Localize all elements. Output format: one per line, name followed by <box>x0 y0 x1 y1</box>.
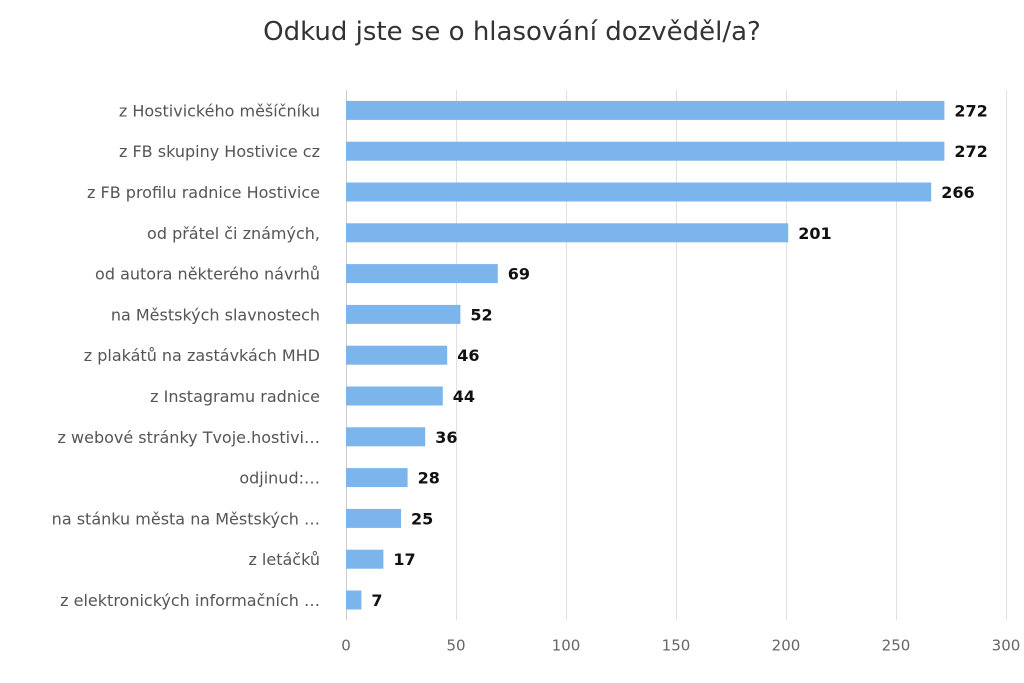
category-label: odjinud:… <box>239 469 320 488</box>
data-label: 36 <box>435 428 457 447</box>
x-tick-label: 200 <box>772 636 801 654</box>
data-label: 7 <box>371 591 382 610</box>
bar[interactable] <box>346 427 426 447</box>
x-tick-label: 100 <box>552 636 581 654</box>
data-label: 25 <box>411 509 433 528</box>
bar[interactable] <box>346 304 461 324</box>
category-label: od přátel či známých, <box>147 224 320 243</box>
data-label: 272 <box>954 101 987 120</box>
bar[interactable] <box>346 141 945 161</box>
data-labels: 272 272 266 201 69 52 46 44 36 28 25 17 7 <box>371 101 987 610</box>
category-label: z webové stránky Tvoje.hostivi… <box>58 428 320 447</box>
data-label: 266 <box>941 183 974 202</box>
data-label: 69 <box>508 265 530 284</box>
data-label: 52 <box>470 305 492 324</box>
x-tick-label: 250 <box>882 636 911 654</box>
x-tick-label: 300 <box>992 636 1021 654</box>
category-label: na stánku města na Městských … <box>52 509 320 528</box>
category-label: z FB skupiny Hostivice cz <box>119 142 320 161</box>
bar[interactable] <box>346 508 401 528</box>
data-label: 46 <box>457 346 479 365</box>
category-label: od autora některého návrhů <box>95 265 320 284</box>
chart-title: Odkud jste se o hlasování dozvěděl/a? <box>263 17 761 47</box>
data-label: 44 <box>453 387 475 406</box>
data-label: 28 <box>418 469 440 488</box>
bars <box>346 100 945 610</box>
bar[interactable] <box>346 345 448 365</box>
category-label: z plakátů na zastávkách MHD <box>84 346 320 365</box>
bar[interactable] <box>346 182 932 202</box>
x-tick-label: 0 <box>341 636 351 654</box>
x-tick-label: 50 <box>446 636 465 654</box>
category-label: na Městských slavnostech <box>111 305 320 324</box>
x-tick-label: 150 <box>662 636 691 654</box>
x-axis-tick-labels: 0 50 100 150 200 250 300 <box>341 636 1020 654</box>
category-label: z elektronických informačních … <box>60 591 320 610</box>
gridlines <box>346 90 1007 621</box>
bar[interactable] <box>346 468 408 488</box>
bar[interactable] <box>346 386 443 406</box>
category-label: z FB profilu radnice Hostivice <box>87 183 320 202</box>
bar[interactable] <box>346 590 362 610</box>
data-label: 201 <box>798 224 831 243</box>
category-label: z Instagramu radnice <box>150 387 320 406</box>
data-label: 17 <box>393 550 415 569</box>
bar[interactable] <box>346 100 945 120</box>
bar[interactable] <box>346 264 498 284</box>
category-label: z letáčků <box>248 550 320 569</box>
bar[interactable] <box>346 223 789 243</box>
bar[interactable] <box>346 549 384 569</box>
category-label: z Hostivického měšíčníku <box>119 101 320 120</box>
category-labels: z Hostivického měšíčníku z FB skupiny Hos… <box>52 101 320 610</box>
data-label: 272 <box>954 142 987 161</box>
